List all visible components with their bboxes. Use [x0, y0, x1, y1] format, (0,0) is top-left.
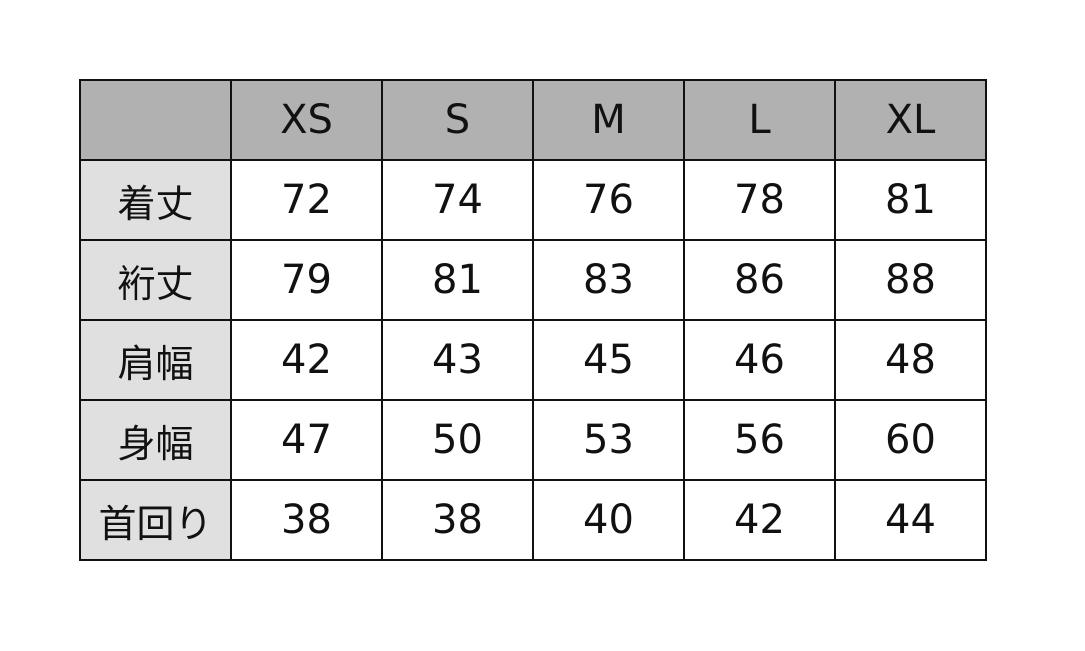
row-label: 肩幅: [79, 319, 232, 401]
size-chart-table: XS S M L XL 着丈 72 74 76 78 81 裄丈 79 81 83 86 88 肩幅 42…: [79, 79, 987, 561]
column-header-xl: XL: [834, 79, 987, 161]
measurement-cell: 81: [834, 159, 987, 241]
measurement-cell: 60: [834, 399, 987, 481]
measurement-cell: 45: [532, 319, 685, 401]
column-header-s: S: [381, 79, 534, 161]
measurement-cell: 40: [532, 479, 685, 561]
measurement-cell: 38: [381, 479, 534, 561]
measurement-cell: 43: [381, 319, 534, 401]
measurement-cell: 83: [532, 239, 685, 321]
row-label: 身幅: [79, 399, 232, 481]
measurement-cell: 38: [230, 479, 383, 561]
row-label: 首回り: [79, 479, 232, 561]
measurement-cell: 78: [683, 159, 836, 241]
measurement-cell: 47: [230, 399, 383, 481]
measurement-cell: 42: [683, 479, 836, 561]
measurement-cell: 86: [683, 239, 836, 321]
table-row: 身幅 47 50 53 56 60: [79, 399, 987, 481]
measurement-cell: 76: [532, 159, 685, 241]
measurement-cell: 72: [230, 159, 383, 241]
table-row: 肩幅 42 43 45 46 48: [79, 319, 987, 401]
measurement-cell: 44: [834, 479, 987, 561]
table-row: 着丈 72 74 76 78 81: [79, 159, 987, 241]
measurement-cell: 74: [381, 159, 534, 241]
corner-cell: [79, 79, 232, 161]
table-row: 裄丈 79 81 83 86 88: [79, 239, 987, 321]
column-header-m: M: [532, 79, 685, 161]
measurement-cell: 42: [230, 319, 383, 401]
measurement-cell: 53: [532, 399, 685, 481]
measurement-cell: 79: [230, 239, 383, 321]
column-header-xs: XS: [230, 79, 383, 161]
row-label: 着丈: [79, 159, 232, 241]
header-row: XS S M L XL: [79, 79, 987, 161]
measurement-cell: 46: [683, 319, 836, 401]
measurement-cell: 50: [381, 399, 534, 481]
measurement-cell: 56: [683, 399, 836, 481]
row-label: 裄丈: [79, 239, 232, 321]
table-row: 首回り 38 38 40 42 44: [79, 479, 987, 561]
column-header-l: L: [683, 79, 836, 161]
measurement-cell: 88: [834, 239, 987, 321]
measurement-cell: 48: [834, 319, 987, 401]
measurement-cell: 81: [381, 239, 534, 321]
